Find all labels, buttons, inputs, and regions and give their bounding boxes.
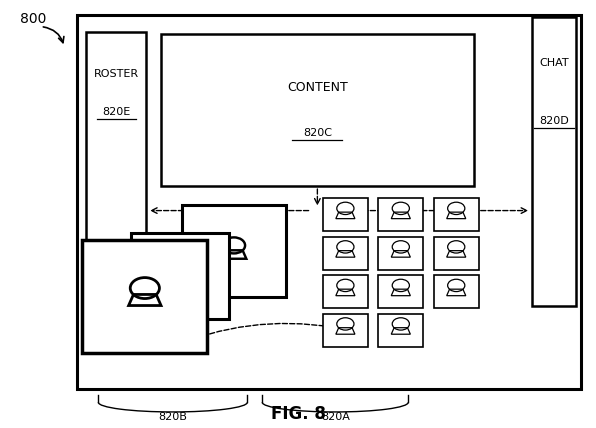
Text: CHAT: CHAT — [539, 58, 569, 68]
Bar — [532, 17, 576, 306]
Text: 820E: 820E — [102, 107, 131, 117]
Bar — [323, 198, 368, 231]
Bar — [161, 34, 474, 186]
Bar — [323, 237, 368, 270]
Bar — [77, 15, 581, 389]
Bar — [378, 275, 423, 308]
Bar — [323, 314, 368, 347]
Bar — [378, 198, 423, 231]
Text: FIG. 8: FIG. 8 — [271, 405, 325, 423]
Bar — [434, 237, 479, 270]
Text: 800: 800 — [20, 12, 46, 26]
Bar — [82, 240, 207, 353]
Text: CONTENT: CONTENT — [287, 81, 347, 94]
Bar — [182, 205, 286, 297]
Bar — [434, 198, 479, 231]
Bar — [378, 237, 423, 270]
Bar — [131, 233, 229, 319]
Text: 820D: 820D — [539, 116, 569, 126]
Text: 820C: 820C — [303, 128, 332, 138]
Text: 820B: 820B — [159, 412, 187, 422]
Bar — [378, 314, 423, 347]
Text: 820A: 820A — [321, 412, 350, 422]
Bar — [323, 275, 368, 308]
Bar — [86, 32, 146, 242]
Text: ROSTER: ROSTER — [94, 69, 139, 79]
Bar — [434, 275, 479, 308]
